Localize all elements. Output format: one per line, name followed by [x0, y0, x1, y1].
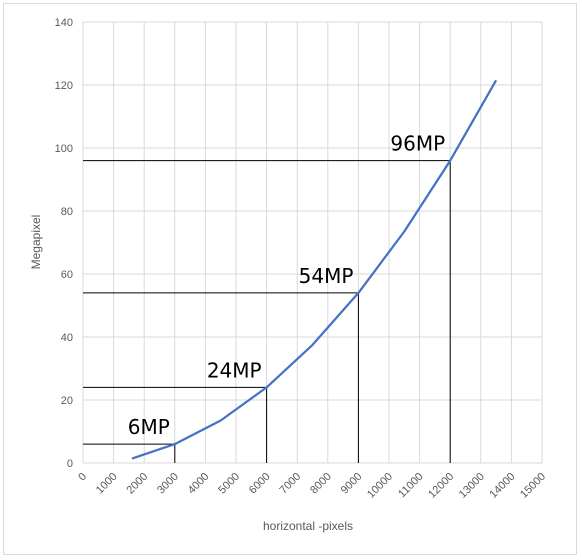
y-tick-label: 60 — [61, 269, 73, 281]
x-tick-label: 9000 — [339, 471, 365, 497]
x-axis-title: horizontal -pixels — [263, 519, 353, 533]
x-tick-labels: 0 1000 2000 3000 4000 5000 6000 7000 8000 9000 100… — [76, 471, 548, 501]
y-tick-label: 40 — [61, 332, 73, 344]
x-tick-label: 0 — [76, 471, 89, 484]
reference-lines — [83, 160, 451, 463]
x-tick-label: 14000 — [487, 471, 517, 501]
x-tick-label: 6000 — [247, 471, 273, 497]
x-tick-label: 3000 — [155, 471, 181, 497]
x-tick-label: 1000 — [94, 471, 120, 497]
x-tick-label: 13000 — [457, 471, 487, 501]
x-tick-label: 5000 — [216, 471, 242, 497]
y-tick-label: 20 — [61, 395, 73, 407]
annotation-label: 6MP — [128, 415, 170, 439]
y-axis-title: Megapixel — [29, 215, 43, 270]
y-tick-label: 120 — [55, 80, 73, 92]
x-tick-label: 4000 — [186, 471, 212, 497]
y-tick-label: 80 — [61, 206, 73, 218]
annotation-label: 24MP — [207, 358, 262, 382]
series-layer — [131, 79, 498, 460]
y-tick-label: 140 — [55, 17, 73, 29]
annotations: 6MP 24MP 54MP 96MP — [128, 132, 445, 440]
x-tick-label: 8000 — [308, 471, 334, 497]
series-line — [131, 79, 498, 460]
x-tick-label: 2000 — [125, 471, 151, 497]
x-tick-label: 7000 — [278, 471, 304, 497]
gridlines — [82, 21, 543, 464]
y-tick-labels: 0 20 40 60 80 100 120 140 — [55, 17, 73, 470]
annotation-label: 54MP — [299, 264, 354, 288]
x-tick-label: 11000 — [396, 471, 426, 501]
y-tick-label: 0 — [67, 458, 73, 470]
x-tick-label: 12000 — [426, 471, 456, 501]
x-tick-label: 10000 — [365, 471, 395, 501]
x-tick-label: 15000 — [518, 471, 548, 501]
annotation-label: 96MP — [390, 132, 445, 156]
y-tick-label: 100 — [55, 143, 73, 155]
